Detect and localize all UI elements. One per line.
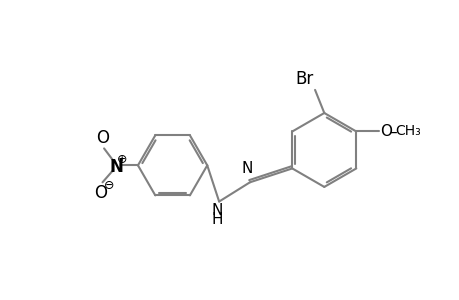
Text: N: N xyxy=(212,203,223,218)
Text: O: O xyxy=(96,129,109,147)
Text: ⊖: ⊖ xyxy=(103,179,114,192)
Text: Br: Br xyxy=(295,70,313,88)
Text: –: – xyxy=(389,125,396,140)
Text: ⊕: ⊕ xyxy=(116,154,127,166)
Text: N: N xyxy=(241,161,252,176)
Text: CH₃: CH₃ xyxy=(394,124,420,139)
Text: N: N xyxy=(109,158,123,176)
Text: O: O xyxy=(379,124,392,139)
Text: O: O xyxy=(94,184,107,202)
Text: H: H xyxy=(212,212,223,226)
